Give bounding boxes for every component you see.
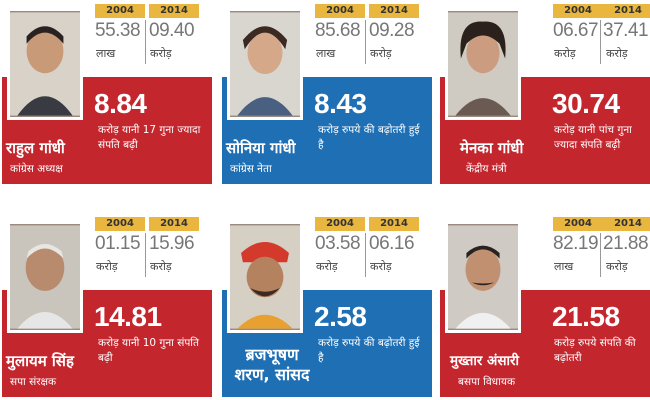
unit-2004: करोड़ xyxy=(316,260,338,273)
person-role: सपा संरक्षक xyxy=(10,376,57,388)
column-divider xyxy=(600,20,601,64)
year-2014-header: 2014 xyxy=(369,4,419,18)
increase-value: 2.58 xyxy=(314,301,367,332)
person-photo xyxy=(445,8,521,120)
person-name: ब्रजभूषण शरण, सांसद xyxy=(234,345,310,384)
person-name: मुख्तार अंसारी xyxy=(450,353,519,369)
person-photo xyxy=(445,221,521,333)
unit-2014: करोड़ xyxy=(606,47,628,60)
asset-card-rahul: 2004 2014 55.38 09.40 लाख करोड़ 8.84 करो… xyxy=(2,2,212,184)
unit-2004: करोड़ xyxy=(96,260,118,273)
value-2004: 55.38 xyxy=(95,20,141,41)
value-2014: 06.16 xyxy=(369,233,415,254)
person-name: राहुल गांधी xyxy=(6,139,65,157)
value-2004: 82.19 xyxy=(553,233,599,254)
person-name: सोनिया गांधी xyxy=(226,139,296,157)
year-2004-header: 2004 xyxy=(95,217,145,231)
unit-2004: लाख xyxy=(316,47,336,60)
value-2004: 85.68 xyxy=(315,20,361,41)
person-photo xyxy=(227,221,303,333)
unit-2014: करोड़ xyxy=(606,260,628,273)
asset-card-maneka: 2004 2014 06.67 37.41 करोड़ करोड़ 30.74 … xyxy=(440,2,650,184)
increase-description: करोड़ रुपये की बढ़ोतरी हुई है xyxy=(318,124,420,151)
increase-description: करोड़ रुपये संपति की बढ़ोतरी xyxy=(554,337,636,364)
unit-2004: करोड़ xyxy=(554,47,576,60)
person-name: मेनका गांधी xyxy=(460,139,524,157)
year-2014-header: 2014 xyxy=(149,217,199,231)
year-2004-header: 2004 xyxy=(553,217,603,231)
increase-description: करोड़ यानी 17 गुना ज्यादा संपति बढ़ी xyxy=(98,124,201,151)
unit-2014: करोड़ xyxy=(370,47,392,60)
column-divider xyxy=(365,20,366,64)
column-divider xyxy=(145,20,146,64)
column-divider xyxy=(145,233,146,277)
unit-2004: लाख xyxy=(554,260,574,273)
asset-card-sonia: 2004 2014 85.68 09.28 लाख करोड़ 8.43 करो… xyxy=(222,2,432,184)
unit-2004: लाख xyxy=(96,47,116,60)
increase-value: 8.84 xyxy=(94,88,147,119)
asset-card-mulayam: 2004 2014 01.15 15.96 करोड़ करोड़ 14.81 … xyxy=(2,215,212,397)
increase-description: करोड़ यानी पांच गुना ज्यादा संपति बढ़ी xyxy=(554,124,632,151)
value-2004: 06.67 xyxy=(553,20,599,41)
year-2004-header: 2004 xyxy=(315,217,365,231)
year-2014-header: 2014 xyxy=(149,4,199,18)
column-divider xyxy=(365,233,366,277)
value-2004: 03.58 xyxy=(315,233,361,254)
person-name: मुलायम सिंह xyxy=(6,352,74,370)
value-2014: 09.40 xyxy=(149,20,195,41)
value-2014: 09.28 xyxy=(369,20,415,41)
value-2014: 21.88 xyxy=(603,233,649,254)
year-2014-header: 2014 xyxy=(603,217,650,231)
unit-2014: करोड़ xyxy=(370,260,392,273)
person-photo xyxy=(227,8,303,120)
unit-2014: करोड़ xyxy=(150,260,172,273)
asset-card-brijbhushan: 2004 2014 03.58 06.16 करोड़ करोड़ 2.58 क… xyxy=(222,215,432,397)
person-photo xyxy=(7,8,83,120)
value-2014: 15.96 xyxy=(149,233,195,254)
increase-description: करोड़ रुपये की बढ़ोतरी हुई है xyxy=(318,337,420,364)
person-photo xyxy=(7,221,83,333)
increase-value: 8.43 xyxy=(314,88,367,119)
increase-value: 30.74 xyxy=(552,88,620,119)
person-role: कांग्रेस अध्यक्ष xyxy=(10,163,63,175)
year-2004-header: 2004 xyxy=(553,4,603,18)
increase-value: 14.81 xyxy=(94,301,162,332)
value-2004: 01.15 xyxy=(95,233,141,254)
year-2004-header: 2004 xyxy=(315,4,365,18)
value-2014: 37.41 xyxy=(603,20,649,41)
person-role: केंद्रीय मंत्री xyxy=(466,163,507,175)
person-role: बसपा विधायक xyxy=(458,376,516,388)
person-role: कांग्रेस नेता xyxy=(230,163,272,175)
year-2014-header: 2014 xyxy=(603,4,650,18)
column-divider xyxy=(600,233,601,277)
increase-description: करोड़ यानी 10 गुना संपति बढ़ी xyxy=(98,337,199,364)
unit-2014: करोड़ xyxy=(150,47,172,60)
increase-value: 21.58 xyxy=(552,301,620,332)
year-2004-header: 2004 xyxy=(95,4,145,18)
asset-card-mukhtar: 2004 2014 82.19 21.88 लाख करोड़ 21.58 कर… xyxy=(440,215,650,397)
year-2014-header: 2014 xyxy=(369,217,419,231)
